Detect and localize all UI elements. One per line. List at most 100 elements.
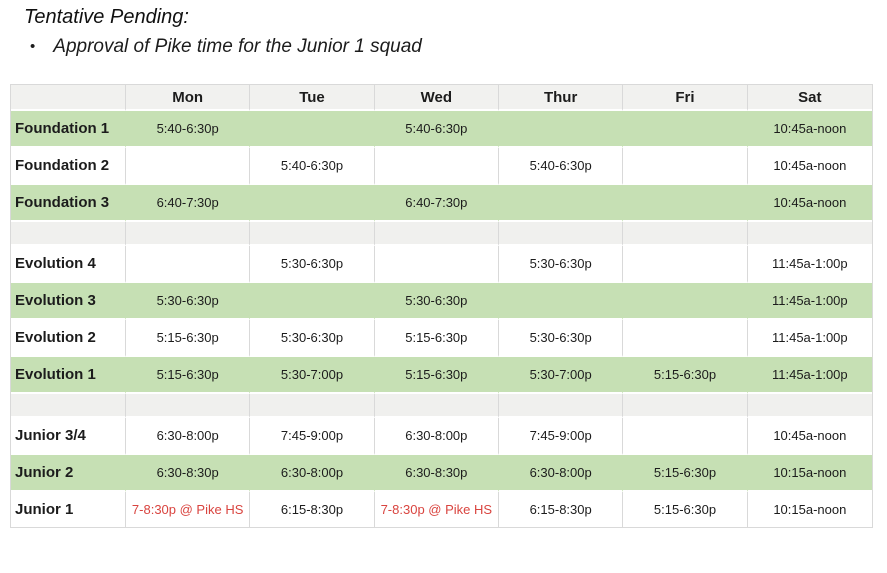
schedule-cell: 10:15a-noon	[747, 492, 872, 527]
schedule-cell: 6:40-7:30p	[126, 185, 251, 222]
corner-cell	[11, 85, 126, 111]
row-label: Junior 1	[11, 492, 126, 527]
schedule-cell: 6:30-8:00p	[250, 455, 375, 492]
schedule-cell: 7:45-9:00p	[498, 418, 624, 455]
schedule-cell: 11:45a-1:00p	[747, 357, 872, 394]
row-label: Evolution 2	[11, 320, 126, 357]
schedule-cell	[623, 394, 748, 418]
row-label: Foundation 3	[11, 185, 126, 222]
schedule-cell: 5:40-6:30p	[250, 148, 375, 185]
schedule-cell: 6:30-8:30p	[374, 455, 499, 492]
schedule-cell	[498, 111, 624, 148]
schedule-cell	[747, 394, 872, 418]
schedule-cell	[374, 394, 499, 418]
row-label: Evolution 3	[11, 283, 126, 320]
row-label: Foundation 1	[11, 111, 126, 148]
schedule-cell: 5:30-6:30p	[126, 283, 251, 320]
schedule-cell: 5:30-6:30p	[498, 320, 624, 357]
schedule-cell	[498, 394, 624, 418]
schedule-cell	[623, 418, 748, 455]
schedule-cell: 5:15-6:30p	[374, 357, 499, 394]
bullet-item: • Approval of Pike time for the Junior 1…	[30, 34, 887, 59]
schedule-cell	[623, 148, 748, 185]
schedule-cell: 10:45a-noon	[747, 418, 872, 455]
schedule-cell	[126, 148, 251, 185]
schedule-cell	[623, 320, 748, 357]
schedule-cell: 5:15-6:30p	[623, 455, 748, 492]
schedule-cell: 5:15-6:30p	[126, 357, 251, 394]
schedule-row: Evolution 2 5:15-6:30p 5:30-6:30p 5:15-6:30…	[11, 320, 872, 357]
schedule-cell: 5:15-6:30p	[126, 320, 251, 357]
schedule-row: Junior 1 7-8:30p @ Pike HS 6:15-8:30p 7-8:3…	[11, 492, 872, 527]
row-label	[11, 394, 126, 418]
schedule-cell	[623, 283, 748, 320]
schedule-cell: 7:45-9:00p	[250, 418, 375, 455]
schedule-cell	[126, 394, 251, 418]
schedule-row: Foundation 1 5:40-6:30p 5:40-6:30p 10:45a-n…	[11, 111, 872, 148]
schedule-cell: 11:45a-1:00p	[747, 246, 872, 283]
schedule-cell	[623, 246, 748, 283]
row-label: Foundation 2	[11, 148, 126, 185]
schedule-cell: 6:15-8:30p	[498, 492, 624, 527]
schedule-cell: 10:15a-noon	[747, 455, 872, 492]
slide-page: Tentative Pending: • Approval of Pike ti…	[0, 4, 887, 573]
schedule-cell: 6:15-8:30p	[250, 492, 375, 527]
schedule-cell	[498, 222, 624, 246]
schedule-cell: 5:30-7:00p	[250, 357, 375, 394]
schedule-row: Junior 3/4 6:30-8:00p 7:45-9:00p 6:30-8:00p…	[11, 418, 872, 455]
day-header-fri: Fri	[623, 85, 748, 111]
schedule-cell: 11:45a-1:00p	[747, 283, 872, 320]
schedule-cell: 10:45a-noon	[747, 185, 872, 222]
spacer-row	[11, 394, 872, 418]
row-label: Junior 3/4	[11, 418, 126, 455]
schedule-cell	[126, 246, 251, 283]
bullet-icon: •	[30, 38, 36, 55]
day-header-tue: Tue	[250, 85, 375, 111]
schedule-cell: 5:40-6:30p	[126, 111, 251, 148]
schedule-cell	[250, 394, 375, 418]
schedule-cell: 10:45a-noon	[747, 111, 872, 148]
schedule-cell: 5:30-6:30p	[498, 246, 624, 283]
row-label: Evolution 1	[11, 357, 126, 394]
schedule-cell: 6:40-7:30p	[374, 185, 499, 222]
schedule-cell: 5:30-6:30p	[250, 320, 375, 357]
schedule-cell: 5:30-7:00p	[498, 357, 624, 394]
spacer-row	[11, 222, 872, 246]
schedule-row: Foundation 2 5:40-6:30p 5:40-6:30p 10:45a-n…	[11, 148, 872, 185]
schedule-row: Evolution 4 5:30-6:30p 5:30-6:30p 11:45a-1:…	[11, 246, 872, 283]
day-header-sat: Sat	[747, 85, 872, 111]
schedule-cell	[374, 246, 499, 283]
row-label: Evolution 4	[11, 246, 126, 283]
day-header-mon: Mon	[126, 85, 251, 111]
day-header-wed: Wed	[374, 85, 499, 111]
schedule-row: Evolution 1 5:15-6:30p 5:30-7:00p 5:15-6:30…	[11, 357, 872, 394]
schedule-cell: 5:15-6:30p	[623, 357, 748, 394]
schedule-cell	[623, 185, 748, 222]
schedule-cell: 7-8:30p @ Pike HS	[374, 492, 499, 527]
schedule-table: Mon Tue Wed Thur Fri Sat Foundation 1 5:40-6:3…	[10, 84, 873, 528]
schedule-cell	[250, 185, 375, 222]
schedule-cell	[126, 222, 251, 246]
schedule-cell	[623, 222, 748, 246]
schedule-cell	[250, 222, 375, 246]
schedule-cell: 6:30-8:00p	[498, 455, 624, 492]
schedule-cell: 5:30-6:30p	[250, 246, 375, 283]
schedule-cell	[747, 222, 872, 246]
schedule-cell	[374, 222, 499, 246]
schedule-cell: 5:15-6:30p	[374, 320, 499, 357]
schedule-cell: 7-8:30p @ Pike HS	[126, 492, 251, 527]
schedule-cell: 6:30-8:00p	[374, 418, 499, 455]
schedule-cell	[498, 185, 624, 222]
page-title: Tentative Pending:	[24, 6, 189, 28]
schedule-cell	[623, 111, 748, 148]
schedule-cell	[498, 283, 624, 320]
schedule-cell: 6:30-8:30p	[126, 455, 251, 492]
row-label: Junior 2	[11, 455, 126, 492]
schedule-cell: 5:15-6:30p	[623, 492, 748, 527]
schedule-cell: 10:45a-noon	[747, 148, 872, 185]
schedule-cell	[374, 148, 499, 185]
schedule-cell: 6:30-8:00p	[126, 418, 251, 455]
row-label	[11, 222, 126, 246]
schedule-row: Evolution 3 5:30-6:30p 5:30-6:30p 11:45a-1:…	[11, 283, 872, 320]
schedule-cell	[250, 111, 375, 148]
